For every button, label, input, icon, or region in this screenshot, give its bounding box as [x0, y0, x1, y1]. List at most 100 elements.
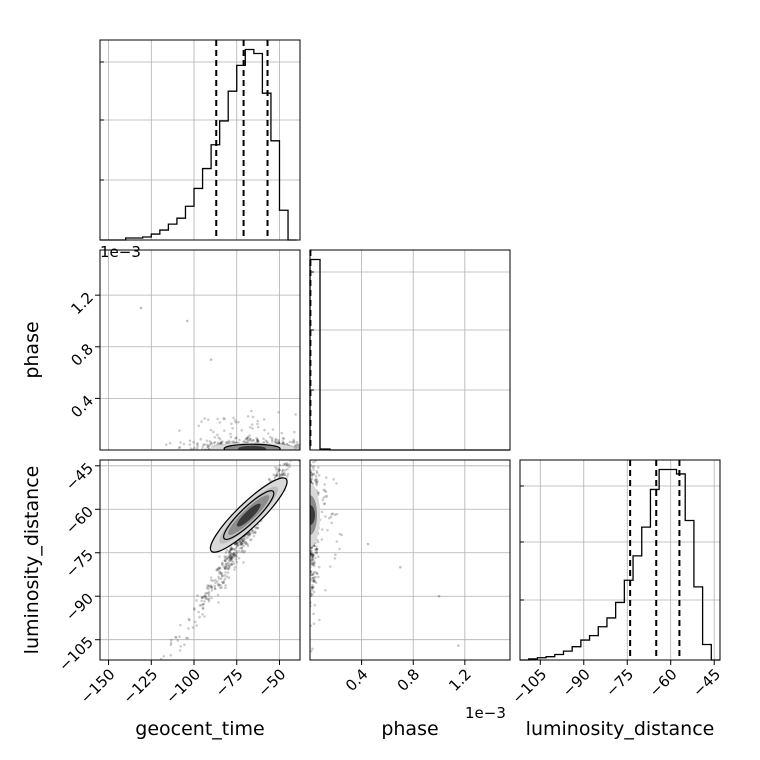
- scatter-point: [227, 439, 231, 443]
- scatter-point: [224, 586, 227, 590]
- scatter-point: [294, 456, 297, 459]
- scatter-point: [281, 441, 285, 445]
- scatter-point: [240, 542, 244, 545]
- scatter-point: [312, 612, 315, 616]
- scatter-point: [201, 606, 205, 610]
- scatter-point: [314, 474, 318, 478]
- scatter-point: [312, 572, 315, 576]
- tick-label-y: 1.2: [67, 288, 97, 318]
- scatter-point: [217, 583, 221, 587]
- scatter-point: [232, 554, 236, 557]
- scatter-point: [315, 545, 318, 548]
- scatter-point: [310, 552, 313, 556]
- scatter-point: [255, 440, 259, 444]
- scatter-point: [207, 585, 210, 589]
- scatter-point: [366, 542, 370, 546]
- scatter-point: [256, 438, 259, 442]
- scatter-point: [216, 582, 220, 586]
- scatter-point: [262, 418, 266, 421]
- scatter-point: [312, 576, 316, 579]
- scatter-point: [227, 561, 230, 565]
- grid-hist-lumdist: [520, 460, 720, 660]
- scatter-point: [224, 556, 227, 560]
- tick-label-y: 0.4: [67, 392, 97, 422]
- scatter-point: [226, 440, 229, 444]
- scatter-point: [216, 593, 220, 597]
- grid-hist-phase: [310, 250, 510, 450]
- scatter-point: [225, 562, 228, 565]
- scatter-point: [247, 533, 251, 536]
- scatter-point: [286, 472, 290, 476]
- scatter-point: [285, 462, 289, 465]
- scatter-point: [220, 580, 224, 584]
- scatter-point: [220, 572, 223, 576]
- scatter-point: [233, 418, 237, 422]
- frame-scatter-geocent-time-lumdist: [99, 459, 301, 661]
- scatter-point: [193, 446, 196, 450]
- scatter-point: [142, 710, 145, 713]
- frame-scatter-phase-lumdist: [309, 459, 511, 661]
- scatter-point: [225, 564, 229, 568]
- scatter-point: [310, 480, 313, 484]
- scatter-point: [311, 555, 315, 559]
- scatter-point: [302, 448, 305, 451]
- scatter-point: [238, 438, 241, 442]
- scatter-point: [223, 429, 226, 432]
- scatter-point: [275, 474, 279, 477]
- scatter-point: [276, 467, 280, 470]
- scatter-point: [286, 443, 289, 446]
- scatter-point: [239, 540, 242, 544]
- scatter-point: [185, 319, 189, 323]
- scatter-point: [297, 445, 300, 449]
- scatter-point: [284, 463, 287, 466]
- scatter-point: [321, 498, 325, 502]
- scatter-point: [209, 441, 213, 445]
- scatter-point: [223, 567, 227, 571]
- scatter-point: [187, 617, 191, 621]
- scatter-point: [242, 544, 246, 548]
- scatter-point: [315, 483, 318, 487]
- scatter-point: [232, 547, 236, 551]
- scatter-point: [246, 415, 250, 418]
- scatter-point: [216, 433, 219, 437]
- scatter-point: [207, 592, 210, 595]
- scatter-point: [311, 554, 315, 558]
- scatter-point: [218, 442, 222, 445]
- tick-label-y: −90: [62, 590, 97, 625]
- scatter-point: [221, 440, 224, 443]
- scatter-point: [335, 482, 338, 485]
- scatter-point: [188, 618, 191, 622]
- scatter-point: [315, 551, 318, 555]
- scatter-point: [213, 435, 217, 439]
- scatter-point: [312, 465, 316, 468]
- grid-scatter-geocent-time-phase: [100, 250, 300, 450]
- scatter-point: [248, 532, 252, 535]
- scatter-point: [301, 446, 304, 449]
- scatter-point: [200, 603, 203, 607]
- scatter-point: [310, 562, 314, 565]
- scatter-point: [314, 551, 317, 554]
- scatter-point: [207, 598, 210, 601]
- scatter-point: [277, 441, 281, 444]
- scatter-point: [152, 687, 155, 690]
- scatter-point: [158, 670, 161, 673]
- tick-label-x: −50: [254, 665, 289, 700]
- scatter-point: [242, 561, 245, 564]
- scatter-point: [234, 420, 238, 424]
- scatter-point: [240, 546, 244, 550]
- panel-hist-phase: [309, 249, 511, 451]
- scatter-point: [315, 538, 319, 542]
- scatter-point: [332, 478, 335, 481]
- scatter-point: [217, 575, 220, 579]
- scatter-point: [229, 558, 233, 561]
- scatter-point: [214, 581, 217, 585]
- scatter-point: [312, 472, 315, 476]
- scatter-point: [163, 663, 166, 666]
- scatter-point: [330, 521, 334, 525]
- scatter-point: [219, 441, 223, 445]
- scatter-point: [246, 542, 249, 546]
- scatter-point: [223, 555, 226, 558]
- scatter-point: [240, 428, 243, 432]
- scatter-point: [325, 476, 328, 479]
- hist-step-phase: [309, 258, 510, 451]
